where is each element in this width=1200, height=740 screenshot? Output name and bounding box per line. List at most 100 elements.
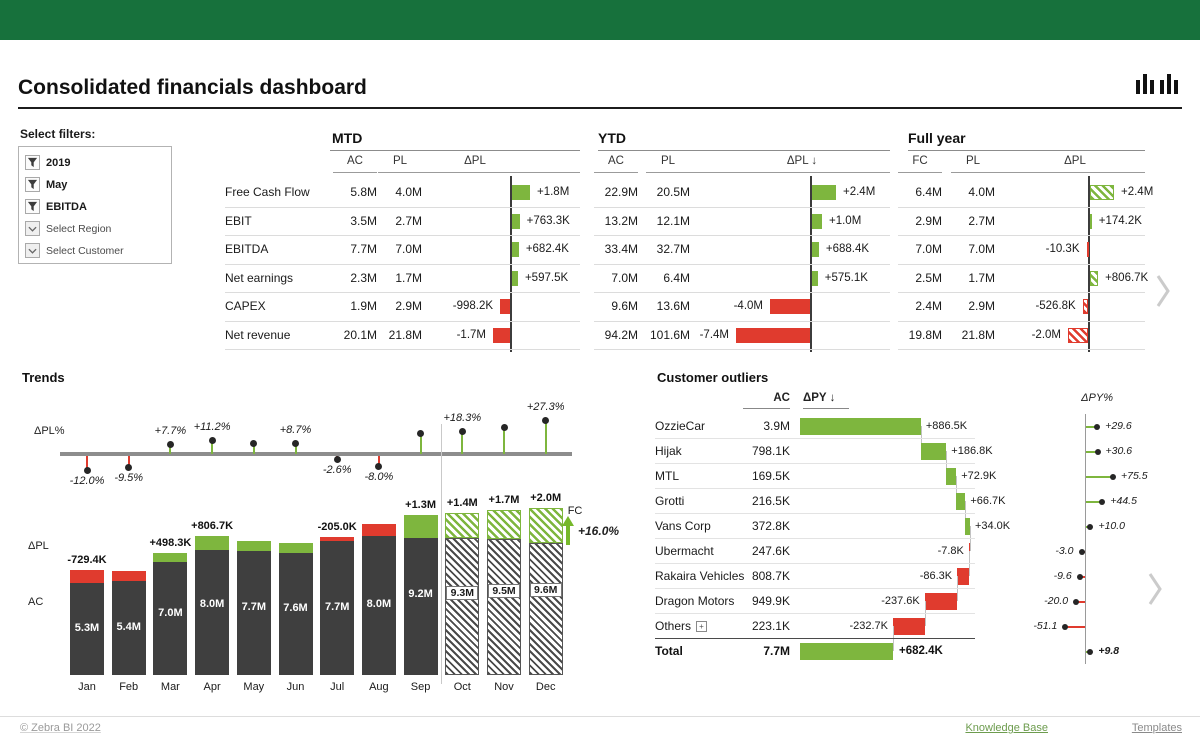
group-header-mtd: MTD [332,130,363,146]
next-arrow-icon-bottom[interactable] [1146,570,1164,613]
ac-bar-label: 9.5M [488,584,520,599]
value-pl: 7.0M [968,242,995,256]
filter-item-ebitda[interactable]: EBITDA [19,196,171,217]
pct-pin-stick [294,443,297,454]
pct-pin-dot [1062,624,1069,630]
filter-item-label: EBITDA [46,200,87,213]
pct-pin-stick [1067,626,1085,628]
dpy-label: -237.6K [881,595,920,607]
delta-bar [1090,270,1099,286]
value-pl: 20.5M [656,185,690,199]
delta-bar [493,327,510,343]
footer-link-knowledge-base[interactable]: Knowledge Base [965,722,1048,734]
delta-bar [1068,327,1088,343]
expand-others-icon[interactable]: + [696,621,708,632]
pct-pin-label: +10.0 [1098,520,1126,532]
filter-funnel-icon [25,177,40,192]
pct-pin-label: +29.6 [1105,420,1132,432]
variance-label: +806.7K [191,519,234,532]
customer-name: Rakaira Vehicles [655,569,745,583]
row-divider [225,206,580,208]
dpy-label: +66.7K [970,495,1006,507]
ac-bar-label: 5.3M [74,621,100,634]
ac-bar [70,582,104,675]
value-pl: 4.0M [968,185,995,199]
footer-link-templates[interactable]: Templates [1131,722,1182,734]
delta-label: +806.7K [1105,271,1149,284]
column-header: PL [392,155,408,167]
row-divider [655,538,975,539]
pct-pin-dot [1094,424,1101,430]
row-divider [594,320,890,322]
value-pl: 32.7M [656,242,690,256]
top-accent-bar [0,0,1200,40]
next-arrow-icon-top[interactable] [1154,272,1172,315]
column-header: FC [912,155,928,167]
pct-pin-label: +75.5 [1121,470,1148,482]
delta-bar [812,185,836,200]
delta-bar [812,242,819,257]
filter-item-may[interactable]: May [19,174,171,195]
ac-bar-label: 7.7M [241,601,267,613]
value-pl: 2.7M [395,213,422,228]
customer-ac: 372.8K [751,519,790,533]
pct-pin-dot [458,428,466,436]
filter-item-2019[interactable]: 2019 [19,152,171,173]
value-ac: 2.9M [915,213,942,228]
dpy-label: +186.8K [951,445,993,457]
value-ac: 1.9M [350,299,377,313]
axis-label-dpl-pct: ΔPL% [34,425,65,437]
variance-cap [111,571,146,582]
pct-axis-line [60,452,572,456]
pct-pin-stick [1086,501,1102,503]
delta-bar [512,270,518,286]
column-rule [743,408,790,409]
pct-pin-dot [1094,449,1101,455]
row-divider [655,613,975,614]
row-divider [225,320,580,322]
customer-name: MTL [655,469,679,483]
group-header-ytd: YTD [598,130,626,146]
column-header: ΔPL [464,155,486,167]
customer-ac: 216.5K [751,494,790,508]
row-divider [898,235,1145,236]
value-pl: 13.6M [656,299,690,313]
variance-label: -205.0K [317,521,357,534]
dpy-label: -7.8K [937,545,964,557]
ac-bar-label: 9.3M [446,586,479,601]
pct-pin-dot [542,417,550,425]
total-label: Total [655,644,683,658]
customer-name: Grotti [655,494,685,508]
row-divider [594,263,890,265]
ac-bar [320,541,355,675]
delta-bar [512,213,520,229]
pct-pin-label: +44.5 [1110,495,1137,507]
row-divider [594,349,890,350]
ac-bar-label: 7.6M [283,601,308,614]
row-divider [225,292,580,293]
row-divider [655,438,975,439]
delta-bar [812,213,822,229]
filter-item-select-region[interactable]: Select Region [19,218,171,239]
value-ac: 2.5M [915,270,942,285]
value-pl: 2.9M [395,299,422,313]
pct-pin-label: -2.6% [322,464,352,477]
customer-ac: 223.1K [751,619,790,633]
filter-funnel-icon [25,155,40,170]
pct-pin-dot [1073,599,1080,605]
row-label: Net revenue [225,327,291,342]
delta-label: -10.3K [1045,243,1080,255]
ac-bar-label: 5.4M [116,621,141,634]
filter-item-select-customer[interactable]: Select Customer [19,240,171,261]
row-divider [594,292,890,293]
variance-label: +2.0M [530,491,562,504]
delta-label: +575.1K [824,271,868,284]
dpy-bar [920,443,947,460]
pct-pin-stick [419,434,422,454]
filters-label: Select filters: [20,127,96,141]
variance-label: +1.4M [446,497,478,510]
variance-cap [236,541,271,551]
pct-pin-label: +27.3% [526,401,565,414]
pct-pin-label: +8.7% [279,423,312,436]
group-header-rule [908,150,1145,151]
